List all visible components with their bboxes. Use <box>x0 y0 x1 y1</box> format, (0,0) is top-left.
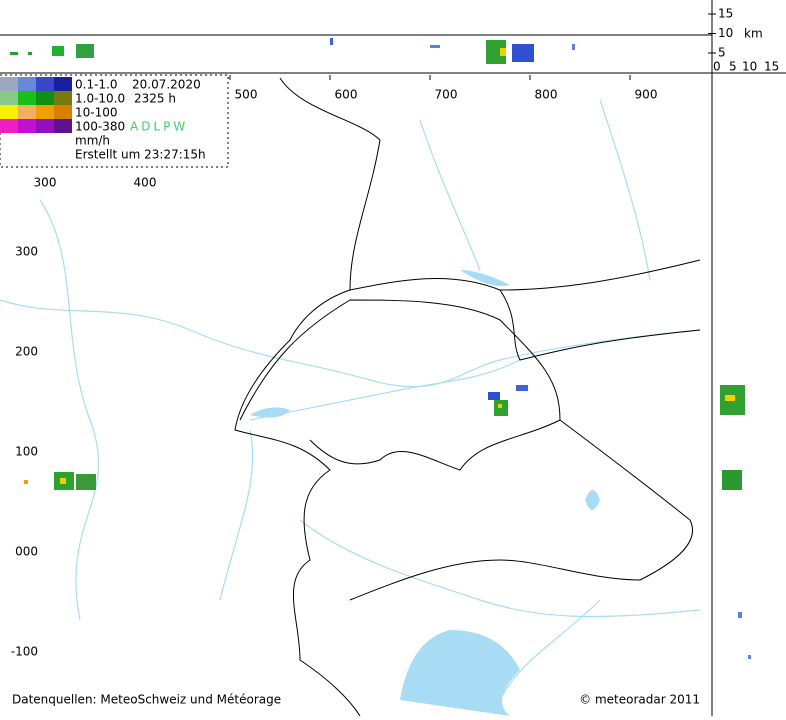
legend-created: Erstellt um 23:27:15h <box>75 148 206 162</box>
top-axis-label: 900 <box>635 88 658 102</box>
left-axis-label: 300 <box>15 245 38 259</box>
legend-date: 20.07.2020 <box>132 78 201 92</box>
legend-row: 1.0-10.0 <box>75 92 125 106</box>
inner-axis-label: 400 <box>134 176 157 190</box>
height-label: 15 <box>718 7 733 21</box>
top-axis-label: 600 <box>335 88 358 102</box>
borders <box>234 77 701 717</box>
height-label: 10 <box>718 26 733 40</box>
legend-row: 0.1-1.0 <box>75 78 118 92</box>
inner-axis-label: 300 <box>34 176 57 190</box>
left-axis-label: 200 <box>15 345 38 359</box>
height-label: 5 <box>718 46 726 60</box>
legend-sources-code: ADLPW <box>130 120 188 134</box>
top-axis-label: 500 <box>235 88 258 102</box>
height-x-label: 15 <box>764 60 779 74</box>
left-axis-label: -100 <box>11 645 38 659</box>
top-axis-label: 800 <box>535 88 558 102</box>
right-echoes <box>720 385 751 659</box>
top-axis-label: 700 <box>435 88 458 102</box>
height-x-label: 5 <box>729 60 737 74</box>
height-x-label: 10 <box>742 60 757 74</box>
left-axis-label: 100 <box>15 445 38 459</box>
legend-swatches <box>0 77 72 133</box>
legend-row: 100-380 <box>75 120 125 134</box>
top-echoes <box>10 38 575 64</box>
height-unit: km <box>744 27 763 41</box>
left-axis-label: 000 <box>15 545 38 559</box>
map-echoes <box>24 385 528 490</box>
hydrography <box>0 99 701 716</box>
legend-row: 10-100 <box>75 106 118 120</box>
legend-unit: mm/h <box>75 134 110 148</box>
footer-copyright: © meteoradar 2011 <box>579 693 700 707</box>
footer-sources: Datenquellen: MeteoSchweiz und Météorage <box>12 693 281 707</box>
legend-time: 2325 h <box>134 92 176 106</box>
height-x-label: 0 <box>713 60 721 74</box>
